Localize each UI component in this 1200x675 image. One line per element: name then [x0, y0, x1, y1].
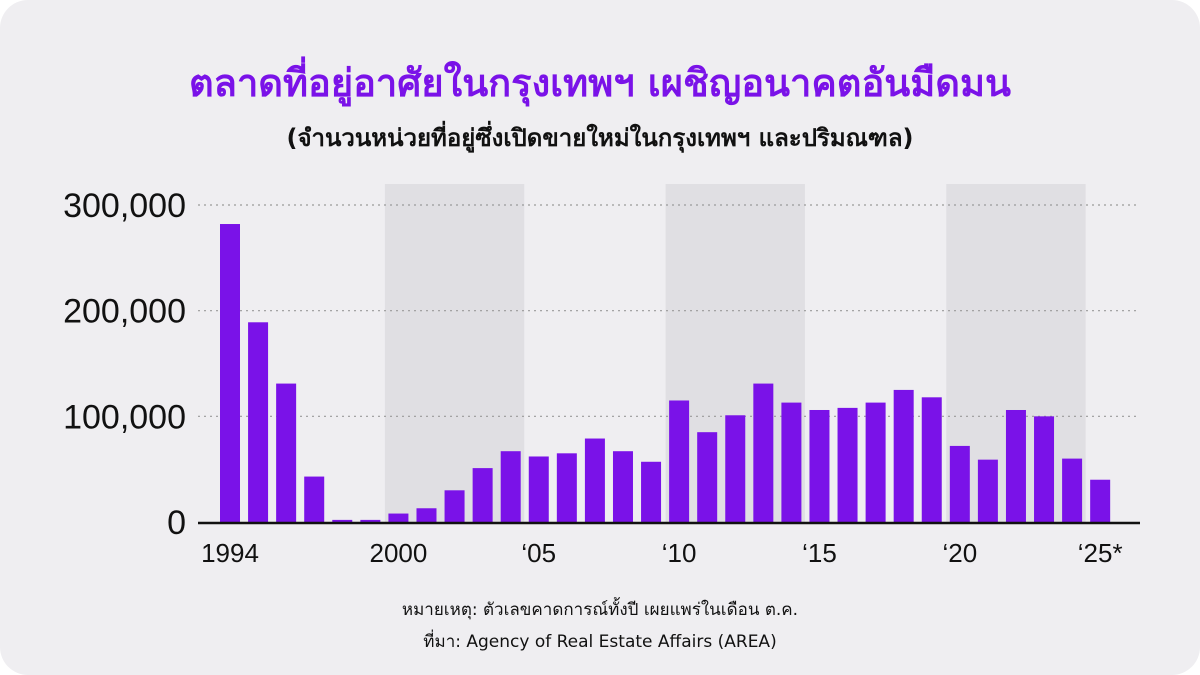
x-tick-label: 1994 [201, 538, 259, 568]
bars [220, 224, 1111, 522]
x-tick-label: ‘05 [521, 538, 556, 568]
bar-2007 [584, 438, 605, 522]
bar-2025 [1090, 479, 1111, 522]
x-tick-label: 2000 [369, 538, 427, 568]
source-note: ที่มา: Agency of Real Estate Affairs (AR… [423, 632, 777, 652]
bar-2003 [472, 468, 493, 522]
bar-2001 [416, 508, 437, 522]
bar-1994 [220, 224, 240, 522]
chart-title: ตลาดที่อยู่อาศัยในกรุงเทพฯ เผชิญอนาคตอัน… [188, 61, 1012, 105]
bar-2011 [697, 432, 718, 522]
y-axis-ticks: 0 100,000 200,000 300,000 [63, 187, 186, 542]
y-tick-label: 100,000 [63, 398, 186, 436]
gridlines [198, 204, 1140, 417]
x-tick-label: ‘15 [802, 538, 837, 568]
chart-subtitle: (จำนวนหน่วยที่อยู่ซึ่งเปิดขายใหม่ในกรุงเ… [286, 124, 914, 152]
x-tick-label: ‘20 [942, 538, 977, 568]
bar-2020 [949, 445, 970, 522]
bar-2015 [809, 409, 830, 522]
bar-2021 [977, 459, 998, 522]
x-tick-label: ‘10 [662, 538, 697, 568]
bar-2013 [753, 383, 774, 522]
y-tick-label: 0 [167, 504, 186, 542]
bar-2009 [641, 461, 662, 522]
bar-1999 [360, 519, 381, 522]
bar-2002 [444, 490, 465, 522]
bar-2006 [556, 453, 577, 522]
bar-2023 [1034, 416, 1055, 522]
bar-2008 [612, 451, 633, 522]
bar-2018 [893, 389, 914, 522]
bar-2012 [725, 415, 746, 522]
bar-2000 [388, 513, 409, 522]
x-axis-ticks: 1994 2000 ‘05 ‘10 ‘15 ‘20 ‘25* [201, 538, 1123, 568]
bar-2010 [669, 400, 690, 522]
bar-1996 [276, 383, 297, 522]
y-tick-label: 300,000 [63, 187, 186, 225]
bar-1997 [304, 476, 325, 522]
x-tick-label: ‘25* [1078, 538, 1123, 568]
bar-2017 [865, 402, 886, 522]
bar-1998 [332, 519, 353, 522]
y-tick-label: 200,000 [63, 293, 186, 331]
bar-1995 [248, 322, 269, 522]
bar-2014 [781, 402, 802, 522]
bar-2016 [837, 407, 858, 522]
bar-2004 [500, 451, 521, 522]
bar-2024 [1062, 458, 1083, 522]
bar-2005 [528, 456, 549, 522]
bar-2022 [1005, 409, 1026, 522]
bar-2019 [921, 397, 942, 522]
footnote: หมายเหตุ: ตัวเลขคาดการณ์ทั้งปี เผยแพร่ใน… [401, 600, 799, 620]
